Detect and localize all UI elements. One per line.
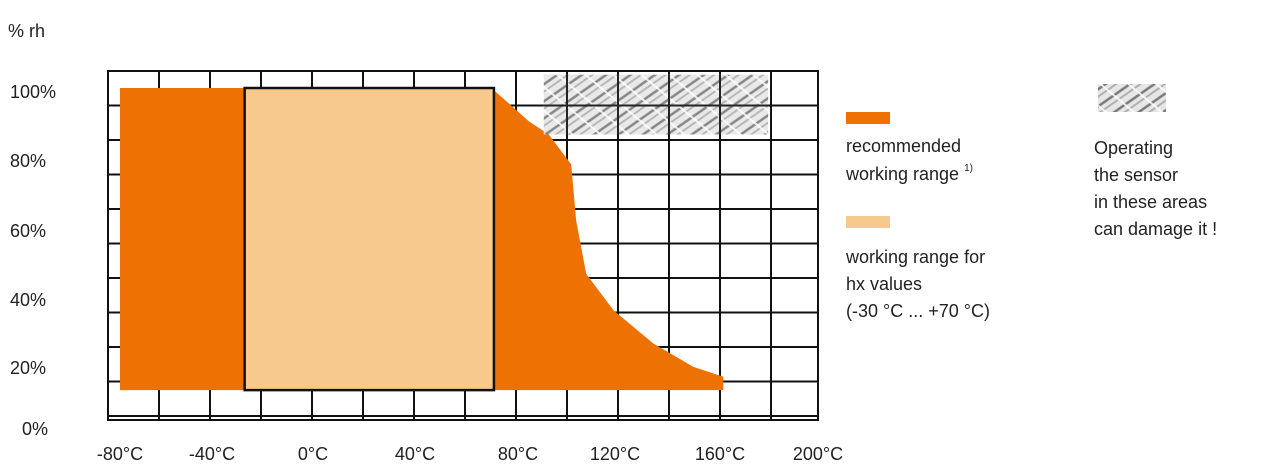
recommended-range-label: recommended	[846, 134, 961, 159]
hx-range-label-line1: working range for	[846, 247, 986, 267]
hx-range-label-line3: (-30 °C ... +70 °C)	[846, 301, 990, 321]
y-tick-label: 0%	[22, 419, 49, 439]
x-tick-label: 80°C	[497, 444, 539, 464]
damage-zone-label-line4: can damage it !	[1094, 219, 1218, 239]
recommended-range-label-line1: recommended	[846, 136, 962, 156]
recommended-range-swatch	[846, 112, 890, 124]
footnote-marker: 1)	[964, 163, 973, 174]
x-tick-label: 160°C	[694, 444, 746, 464]
y-tick-label: 60%	[10, 221, 47, 241]
hx-range-label-line2: hx values	[846, 274, 923, 294]
damage-zone-label-line2: the sensor	[1094, 165, 1179, 185]
recommended-range-label-2: working range 1)	[846, 162, 973, 187]
y-tick-label: 20%	[10, 358, 47, 378]
y-tick-label: 100%	[10, 82, 57, 102]
damage-zone-label-line3: in these areas	[1094, 192, 1208, 212]
x-tick-label: 40°C	[394, 444, 436, 464]
y-tick-label: 40%	[10, 290, 47, 310]
recommended-range-label-line2: working range	[846, 164, 960, 184]
y-axis-label: % rh	[8, 21, 46, 41]
damage-zone-label-line1: Operating	[1094, 138, 1174, 158]
x-tick-label: 0°C	[297, 444, 329, 464]
x-tick-label: -40°C	[188, 444, 236, 464]
damage-zone-legend-icon	[1098, 84, 1166, 112]
x-tick-label: 120°C	[589, 444, 641, 464]
hx-range-swatch	[846, 216, 890, 228]
x-tick-label: -80°C	[96, 444, 144, 464]
hx-range-area	[243, 86, 496, 392]
y-tick-label: 80%	[10, 151, 47, 171]
x-tick-label: 200°C	[792, 444, 844, 464]
